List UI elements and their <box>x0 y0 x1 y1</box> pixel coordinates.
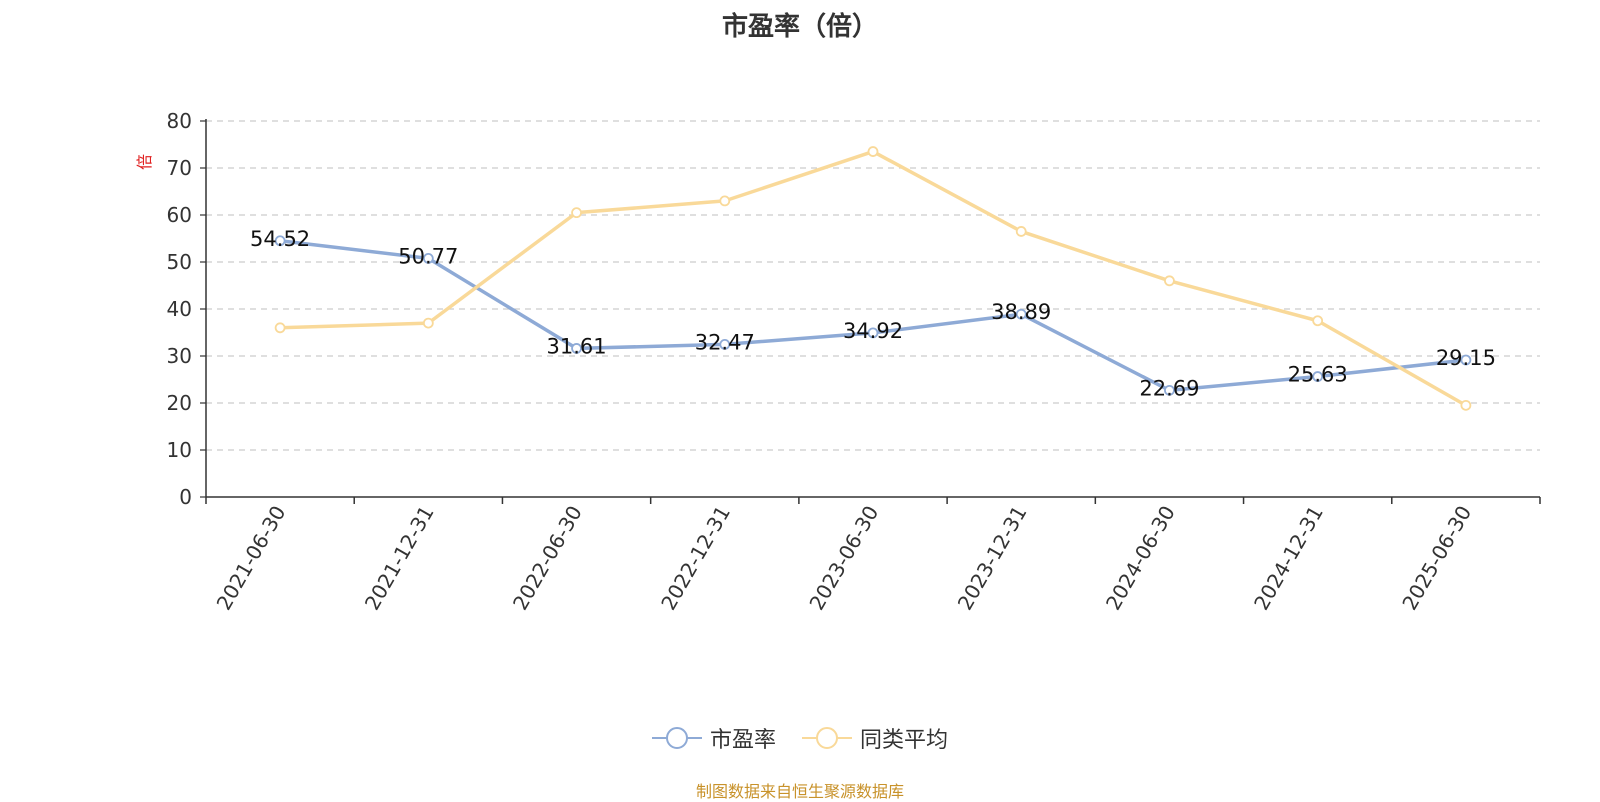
y-tick-label-4: 40 <box>167 297 192 321</box>
y-tick-label-5: 50 <box>167 250 192 274</box>
data-point-s0-7 <box>1312 371 1324 382</box>
x-tick-label-1: 2021-12-31 <box>360 502 439 615</box>
legend-label-series-1: 同类平均 <box>860 728 949 753</box>
data-label-s0-4: 34.92 <box>843 319 903 343</box>
y-tick-label-0: 0 <box>179 485 192 509</box>
data-point-s1-0 <box>274 322 286 334</box>
data-label-s0-6: 22.69 <box>1139 376 1199 400</box>
y-tick-label-2: 20 <box>167 391 192 415</box>
data-point-s1-8 <box>1460 399 1472 411</box>
data-point-s1-3 <box>719 195 731 207</box>
data-label-s0-8: 29.15 <box>1436 346 1496 370</box>
data-label-s0-7: 25.63 <box>1288 363 1348 387</box>
x-tick-label-3: 2022-12-31 <box>656 502 735 615</box>
x-tick-label-7: 2024-12-31 <box>1249 502 1328 615</box>
data-point-s0-4 <box>867 327 879 339</box>
legend-item-series-1[interactable]: 同类平均 <box>802 722 948 754</box>
y-tick-label-6: 60 <box>167 203 192 227</box>
data-point-s0-2 <box>571 343 582 354</box>
data-point-s1-4 <box>867 146 879 157</box>
data-label-s0-3: 32.47 <box>695 330 755 354</box>
legend: 市盈率 同类平均 <box>0 722 1600 754</box>
x-tick-label-2: 2022-06-30 <box>508 502 587 615</box>
x-tick-label-0: 2021-06-30 <box>212 502 291 615</box>
legend-item-series-0[interactable]: 市盈率 <box>651 722 776 754</box>
data-label-s0-1: 50.77 <box>398 244 458 268</box>
data-label-s0-5: 38.89 <box>991 300 1051 324</box>
legend-swatch-series-1-icon <box>802 727 852 749</box>
x-tick-label-4: 2023-06-30 <box>804 502 883 615</box>
data-point-s0-5 <box>1015 308 1027 320</box>
source-note: 制图数据来自恒生聚源数据库 <box>695 782 904 801</box>
data-point-s0-8 <box>1460 354 1472 366</box>
y-tick-label-1: 10 <box>167 438 192 462</box>
data-point-s1-1 <box>422 317 434 329</box>
data-point-s0-1 <box>422 252 434 264</box>
data-point-s0-0 <box>274 235 286 247</box>
data-point-s1-6 <box>1164 275 1175 287</box>
x-tick-label-8: 2025-06-30 <box>1397 502 1476 615</box>
data-point-s0-6 <box>1164 384 1175 396</box>
x-tick-label-5: 2023-12-31 <box>953 502 1032 615</box>
chart-title: 市盈率（倍） <box>721 12 878 42</box>
data-label-s0-0: 54.52 <box>250 227 310 251</box>
legend-swatch-series-0-icon <box>651 727 702 749</box>
y-tick-label-7: 70 <box>167 156 192 180</box>
data-point-s1-5 <box>1015 226 1027 237</box>
y-axis-label: 倍 <box>135 154 154 170</box>
data-label-s0-2: 31.61 <box>546 334 606 358</box>
data-point-s0-3 <box>719 338 731 350</box>
x-tick-label-6: 2024-06-30 <box>1101 502 1180 615</box>
data-point-s1-7 <box>1312 315 1324 327</box>
series-1 <box>274 146 1472 411</box>
y-tick-label-3: 30 <box>167 344 192 368</box>
data-point-s1-2 <box>571 207 582 219</box>
y-tick-label-8: 80 <box>167 109 192 133</box>
legend-label-series-0: 市盈率 <box>709 728 776 753</box>
